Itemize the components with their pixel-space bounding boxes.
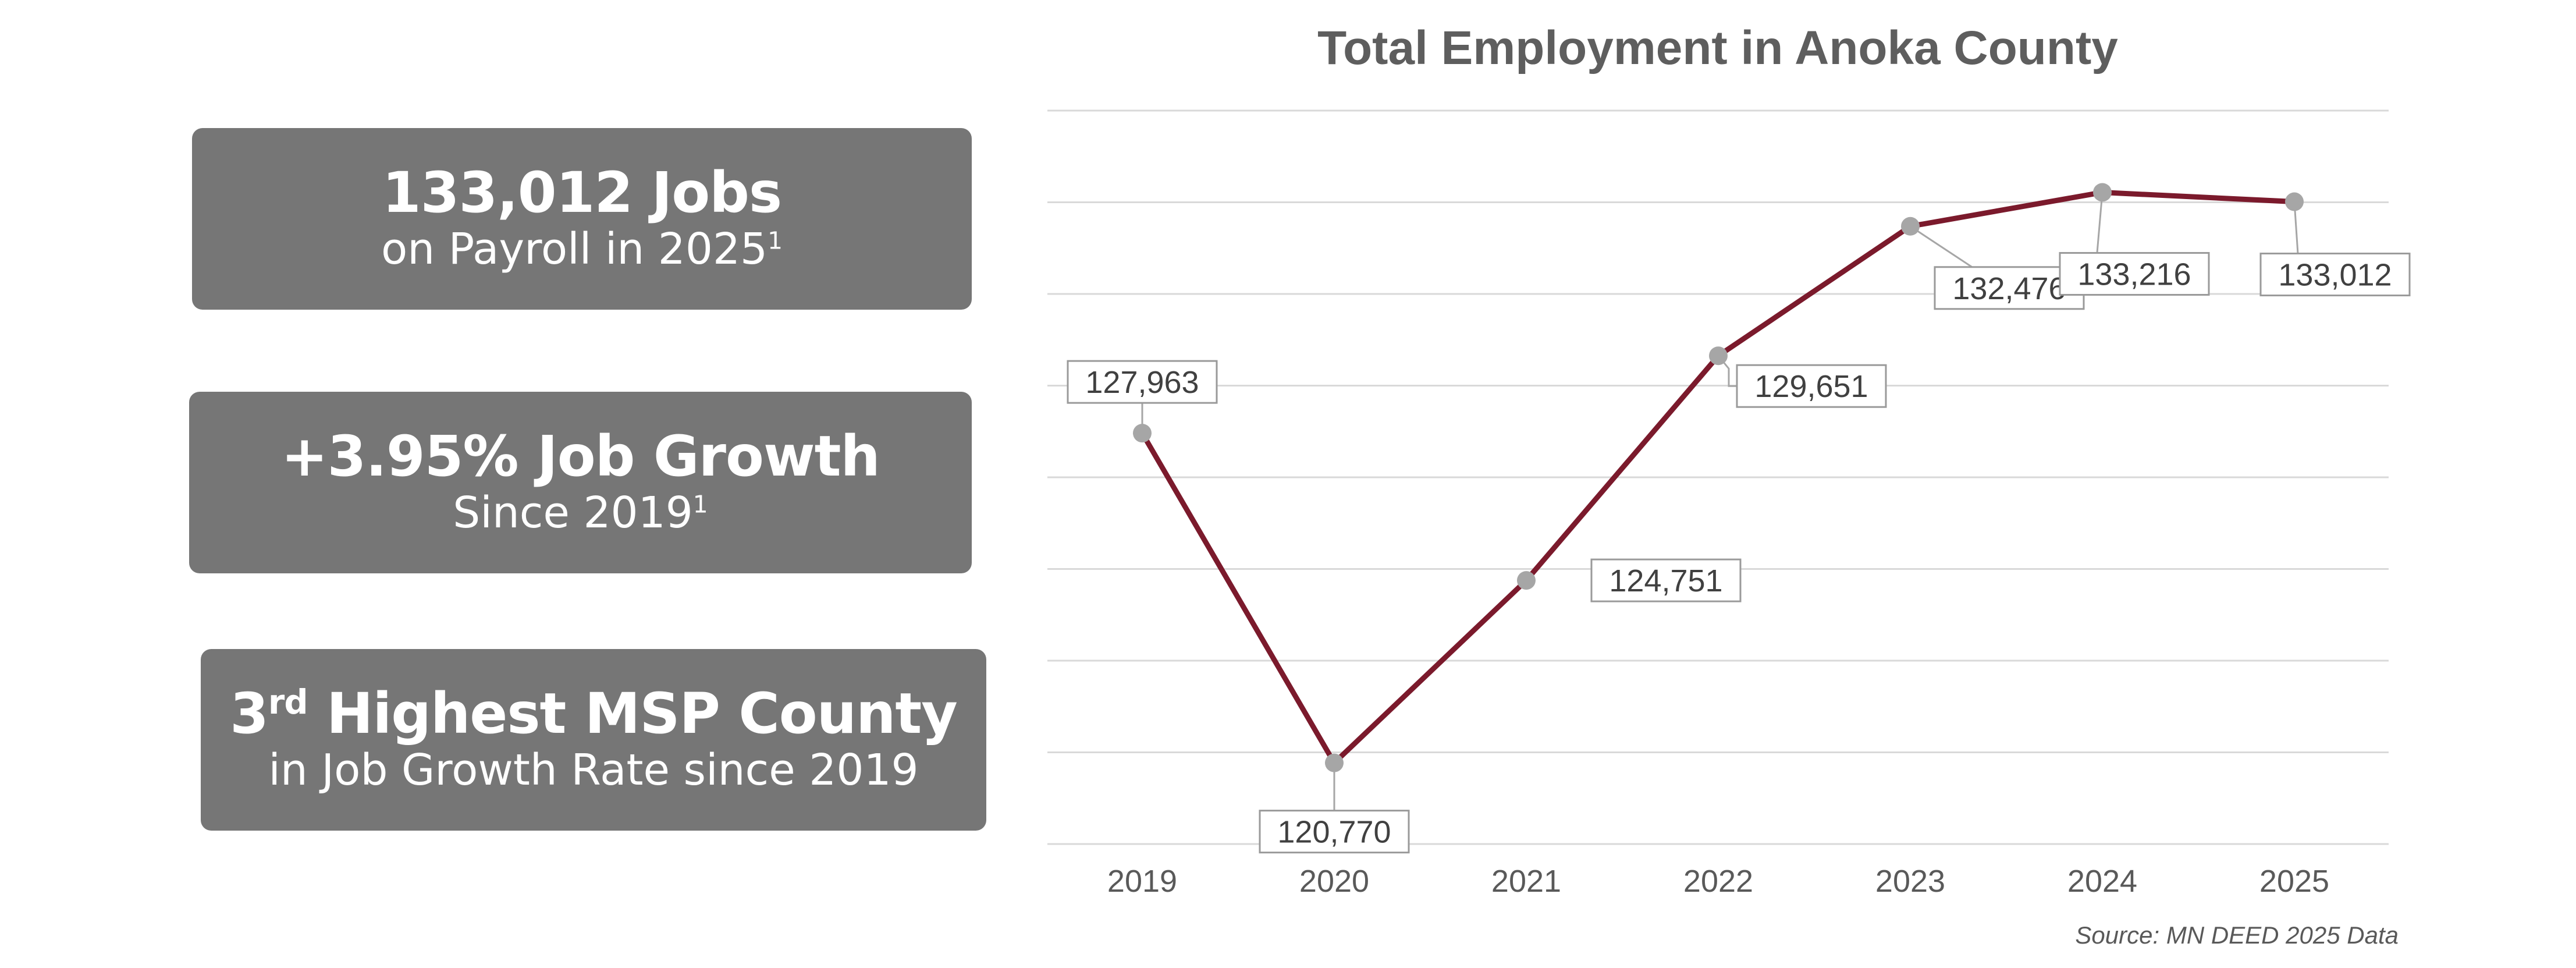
- x-tick-label: 2020: [1299, 864, 1369, 899]
- data-point: [1517, 571, 1536, 590]
- stat-card-jobs: 133,012 Jobs on Payroll in 20251: [192, 128, 972, 310]
- stat-headline-text: +3.95% Job Growth: [281, 423, 880, 489]
- stat-card-rank: 3rd Highest MSP County in Job Growth Rat…: [201, 649, 986, 831]
- chart-title: Total Employment in Anoka County: [1317, 22, 2118, 75]
- data-label-box: [1259, 810, 1410, 854]
- x-tick-label: 2019: [1107, 864, 1177, 899]
- stat-subtext: Since 20191: [453, 487, 708, 539]
- data-label: 127,963: [1085, 365, 1199, 400]
- data-labels-layer: 127,963 120,770 124,751 129,651 132,476 133,2…: [1067, 192, 2411, 854]
- stat-headline: 3rd Highest MSP County: [230, 680, 958, 746]
- x-tick-label: 2023: [1875, 864, 1945, 899]
- stat-headline-text: 133,012 Jobs: [382, 159, 782, 225]
- data-label: 129,651: [1754, 369, 1868, 404]
- data-label-box: [2259, 253, 2411, 297]
- stat-headline-rest: Highest MSP County: [307, 680, 958, 746]
- stat-subtext-text: in Job Growth Rate since 2019: [268, 745, 919, 796]
- source-note: Source: MN DEED 2025 Data: [2075, 921, 2399, 949]
- stat-card-growth: +3.95% Job Growth Since 20191: [189, 392, 972, 573]
- data-label-box: [1736, 364, 1887, 408]
- stat-headline-text: 3: [230, 680, 269, 746]
- stat-subtext: in Job Growth Rate since 2019: [268, 744, 918, 796]
- data-label: 133,216: [2077, 257, 2191, 292]
- label-leader-line: [2096, 192, 2104, 253]
- x-tick-label: 2025: [2259, 864, 2329, 899]
- label-leader-line: [1717, 355, 1737, 387]
- gridlines: [1047, 109, 2389, 845]
- data-label: 133,012: [2278, 258, 2392, 293]
- stat-subtext-text: Since 2019: [453, 488, 693, 538]
- footnote-marker: 1: [692, 490, 708, 519]
- label-leader-line: [1910, 225, 1973, 268]
- stat-headline: +3.95% Job Growth: [281, 426, 880, 488]
- data-label-box: [2059, 251, 2210, 296]
- data-label: 124,751: [1609, 563, 1722, 598]
- data-label-box: [1590, 558, 1742, 602]
- stat-headline: 133,012 Jobs: [382, 159, 782, 225]
- x-axis-ticks: 2019 2020 2021 2022 2023 2024 2025: [1107, 864, 2329, 899]
- label-leader-line: [2293, 201, 2299, 254]
- footnote-marker: 1: [768, 226, 783, 255]
- data-label: 120,770: [1277, 815, 1391, 850]
- ordinal-suffix: rd: [268, 682, 308, 722]
- data-label-box: [1067, 360, 1218, 404]
- stat-subtext: on Payroll in 20251: [381, 224, 783, 275]
- x-tick-label: 2021: [1491, 864, 1561, 899]
- x-tick-label: 2022: [1683, 864, 1753, 899]
- x-tick-label: 2024: [2067, 864, 2137, 899]
- stat-subtext-text: on Payroll in 2025: [381, 224, 768, 275]
- data-label: 132,476: [1952, 271, 2066, 306]
